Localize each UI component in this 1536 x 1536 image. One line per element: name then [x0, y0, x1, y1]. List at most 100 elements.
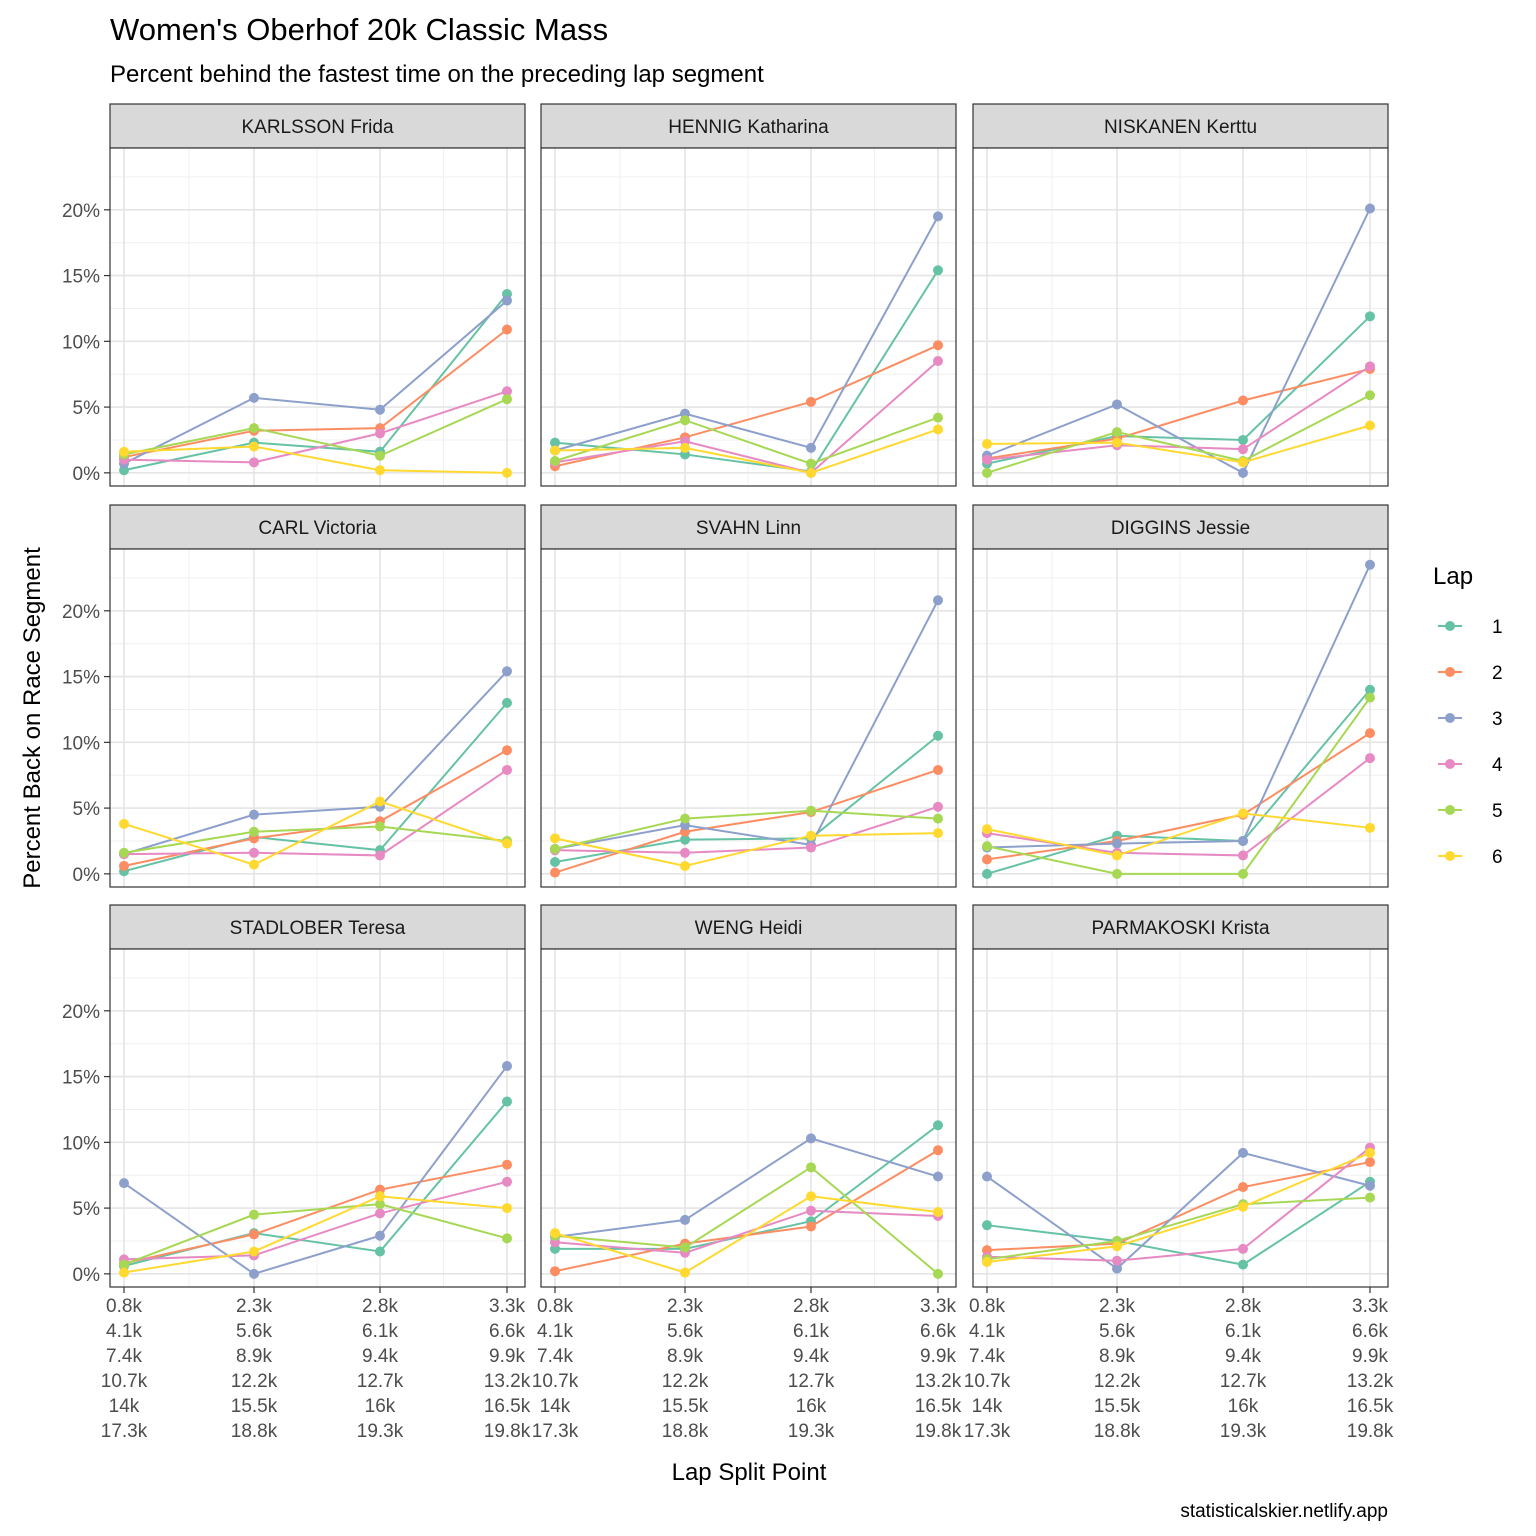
data-point-lap-6 — [680, 861, 690, 871]
data-point-lap-2 — [502, 324, 512, 334]
data-point-lap-5 — [806, 806, 816, 816]
y-tick-label: 20% — [62, 602, 100, 623]
data-point-lap-4 — [375, 1208, 385, 1218]
data-point-lap-6 — [375, 797, 385, 807]
data-point-lap-4 — [1365, 753, 1375, 763]
data-point-lap-1 — [502, 1097, 512, 1107]
y-tick-label: 0% — [73, 1265, 101, 1286]
chart-title: Women's Oberhof 20k Classic Mass — [110, 12, 608, 47]
data-point-lap-6 — [933, 828, 943, 838]
data-point-lap-1 — [502, 698, 512, 708]
data-point-lap-6 — [249, 442, 259, 452]
data-point-lap-6 — [375, 1191, 385, 1201]
strip-label: PARMAKOSKI Krista — [1091, 918, 1270, 939]
legend-label: 3 — [1492, 709, 1503, 730]
data-point-lap-6 — [550, 833, 560, 843]
data-point-lap-1 — [933, 1120, 943, 1130]
data-point-lap-6 — [502, 1203, 512, 1213]
data-point-lap-5 — [375, 451, 385, 461]
data-point-lap-4 — [806, 1206, 816, 1216]
data-point-lap-6 — [806, 1191, 816, 1201]
data-point-lap-3 — [933, 1172, 943, 1182]
data-point-lap-2 — [1365, 1157, 1375, 1167]
data-point-lap-3 — [502, 1061, 512, 1071]
data-point-lap-3 — [933, 211, 943, 221]
data-point-lap-5 — [119, 848, 129, 858]
data-point-lap-5 — [933, 413, 943, 423]
data-point-lap-4 — [806, 843, 816, 853]
data-point-lap-4 — [249, 848, 259, 858]
legend-label: 1 — [1492, 617, 1503, 638]
legend-key-point — [1445, 851, 1455, 861]
data-point-lap-3 — [1365, 203, 1375, 213]
data-point-lap-6 — [502, 839, 512, 849]
data-point-lap-2 — [502, 1160, 512, 1170]
legend-key-point — [1445, 805, 1455, 815]
legend-key-point — [1445, 713, 1455, 723]
panel-weng-heidi: WENG Heidi 0.8k 4.1k 7.4k 10.7k 14k 17.3k 2.3k 5… — [532, 905, 962, 1442]
strip-label: CARL Victoria — [258, 518, 377, 539]
data-point-lap-5 — [1112, 427, 1122, 437]
data-point-lap-1 — [1238, 1260, 1248, 1270]
chart-subtitle: Percent behind the fastest time on the p… — [110, 61, 764, 88]
data-point-lap-4 — [249, 457, 259, 467]
x-axis-title: Lap Split Point — [672, 1459, 827, 1486]
data-point-lap-1 — [933, 265, 943, 275]
x-tick-label: 0.8k 4.1k 7.4k 10.7k 14k 17.3k — [964, 1296, 1011, 1442]
data-point-lap-6 — [1238, 1202, 1248, 1212]
data-point-lap-1 — [1365, 311, 1375, 321]
data-point-lap-6 — [249, 860, 259, 870]
data-point-lap-6 — [806, 831, 816, 841]
data-point-lap-3 — [249, 393, 259, 403]
data-point-lap-5 — [1365, 390, 1375, 400]
data-point-lap-2 — [982, 854, 992, 864]
data-point-lap-6 — [1365, 421, 1375, 431]
data-point-lap-4 — [375, 428, 385, 438]
legend-entry-6: 6 — [1438, 847, 1503, 868]
data-point-lap-3 — [375, 405, 385, 415]
data-point-lap-6 — [680, 443, 690, 453]
data-point-lap-3 — [806, 443, 816, 453]
data-point-lap-1 — [933, 731, 943, 741]
y-tick-label: 20% — [62, 201, 100, 222]
x-tick-label: 2.8k 6.1k 9.4k 12.7k 16k 19.3k — [788, 1296, 835, 1442]
data-point-lap-3 — [1365, 560, 1375, 570]
legend-title: Lap — [1433, 563, 1473, 590]
legend-key-point — [1445, 621, 1455, 631]
y-tick-label: 20% — [62, 1002, 100, 1023]
data-point-lap-5 — [680, 814, 690, 824]
data-point-lap-3 — [502, 296, 512, 306]
x-tick-label: 2.8k 6.1k 9.4k 12.7k 16k 19.3k — [357, 1296, 404, 1442]
strip-label: NISKANEN Kerttu — [1104, 117, 1257, 138]
data-point-lap-6 — [1365, 823, 1375, 833]
data-point-lap-1 — [550, 857, 560, 867]
data-point-lap-6 — [119, 1268, 129, 1278]
data-point-lap-1 — [1238, 435, 1248, 445]
x-tick-label: 2.3k 5.6k 8.9k 12.2k 15.5k 18.8k — [231, 1296, 278, 1442]
data-point-lap-3 — [1238, 468, 1248, 478]
data-point-lap-4 — [502, 1177, 512, 1187]
data-point-lap-3 — [375, 1231, 385, 1241]
data-point-lap-6 — [982, 824, 992, 834]
legend-label: 6 — [1492, 847, 1503, 868]
data-point-lap-4 — [982, 455, 992, 465]
data-point-lap-5 — [502, 394, 512, 404]
legend-key-point — [1445, 667, 1455, 677]
x-tick-label: 0.8k 4.1k 7.4k 10.7k 14k 17.3k — [532, 1296, 579, 1442]
data-point-lap-6 — [119, 819, 129, 829]
legend-label: 4 — [1492, 755, 1503, 776]
y-tick-label: 5% — [73, 799, 101, 820]
strip-label: STADLOBER Teresa — [230, 918, 406, 939]
data-point-lap-4 — [1365, 361, 1375, 371]
x-tick-label: 0.8k 4.1k 7.4k 10.7k 14k 17.3k — [101, 1296, 148, 1442]
data-point-lap-2 — [550, 1266, 560, 1276]
data-point-lap-6 — [806, 468, 816, 478]
y-tick-label: 10% — [62, 733, 100, 754]
x-tick-label: 2.3k 5.6k 8.9k 12.2k 15.5k 18.8k — [662, 1296, 709, 1442]
data-point-lap-1 — [982, 869, 992, 879]
panel-stadlober-teresa: STADLOBER Teresa0%5%10%15%20%0.8k 4.1k 7.4… — [62, 905, 531, 1442]
caption: statisticalskier.netlify.app — [1180, 1501, 1388, 1522]
data-point-lap-2 — [502, 745, 512, 755]
y-tick-label: 10% — [62, 332, 100, 353]
data-point-lap-3 — [1365, 1181, 1375, 1191]
